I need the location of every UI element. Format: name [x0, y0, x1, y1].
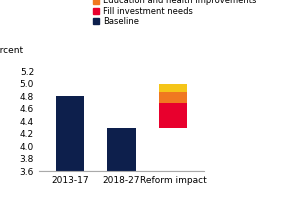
Bar: [159, 92, 187, 103]
Bar: [159, 84, 187, 92]
Text: Percent: Percent: [0, 46, 24, 55]
Bar: [159, 103, 187, 128]
Bar: [56, 96, 84, 171]
Legend: Labor market reforms, Education and health improvements, Fill investment needs, : Labor market reforms, Education and heal…: [93, 0, 256, 26]
Bar: [107, 128, 136, 171]
